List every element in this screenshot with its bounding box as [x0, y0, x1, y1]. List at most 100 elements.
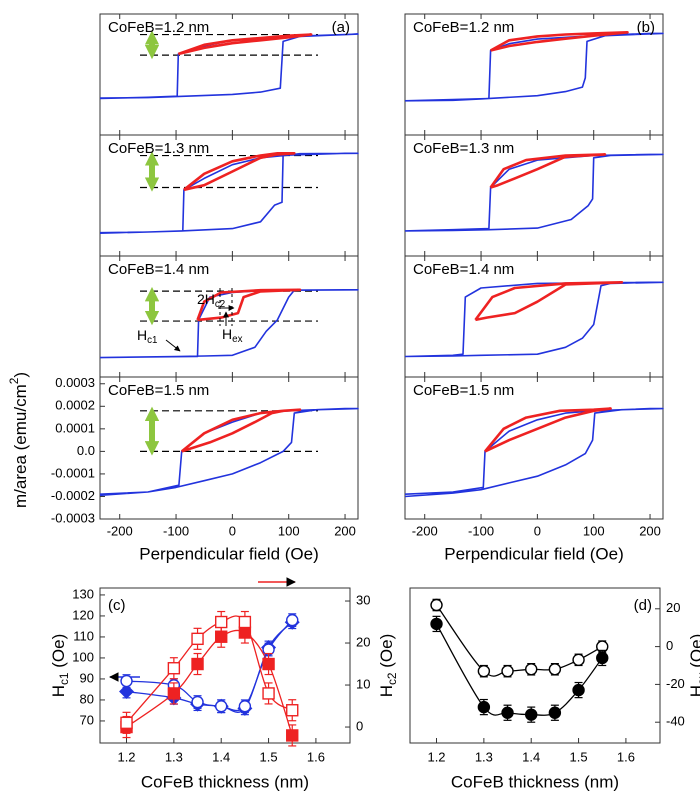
annotation-sub: c2 — [215, 299, 225, 310]
annotation-main: 2H — [197, 291, 215, 307]
marker — [572, 683, 585, 697]
x-axis-label: Perpendicular field (Oe) — [444, 544, 624, 563]
marker — [501, 664, 514, 678]
loop-line — [489, 30, 629, 52]
x-tick-label: 1.3 — [475, 749, 493, 764]
x-axis-label: Perpendicular field (Oe) — [139, 544, 319, 563]
x-tick-label: 1.5 — [570, 749, 588, 764]
panel-title: CoFeB=1.4 nm — [413, 261, 514, 278]
x-tick-label: 1.6 — [307, 749, 325, 764]
x-tick-label: -200 — [412, 523, 438, 538]
annotation: Hc1 — [137, 327, 157, 346]
marker — [215, 700, 228, 713]
loop-line — [474, 281, 624, 322]
panel-label: (c) — [108, 597, 126, 614]
y-tick-label: -0.0003 — [51, 510, 95, 525]
y-axis-label-rest: (Oe) — [49, 634, 68, 673]
y-axis-label-main: H — [49, 685, 68, 697]
y-tick-label: 80 — [80, 691, 94, 706]
y-axis-label-sup: 2 — [7, 377, 21, 384]
marker — [119, 684, 135, 700]
y-axis-label-sub: c1 — [57, 672, 71, 685]
y-tick-label: 0.0001 — [55, 420, 95, 435]
y-axis-label: Hc1 (Oe) — [49, 634, 71, 698]
loop-line — [404, 281, 664, 358]
marker — [477, 664, 491, 678]
y-tick-label: 0 — [356, 718, 363, 733]
annotation: 2Hc2 — [197, 291, 225, 310]
panel-label: (d) — [634, 597, 652, 614]
y-axis-label-sub: ex — [695, 672, 700, 685]
y-tick-label: 0.0 — [77, 443, 95, 458]
y-axis-label-rest: (Oe) — [687, 634, 700, 673]
y-tick-label: 0.0003 — [55, 375, 95, 390]
loop-line — [489, 153, 607, 189]
panel-label: (b) — [637, 19, 655, 36]
marker — [477, 700, 491, 714]
y-tick-label: 120 — [72, 607, 94, 622]
y-tick-label: -20 — [666, 676, 685, 691]
loop-line — [180, 408, 302, 453]
loop-line — [404, 153, 664, 232]
y-axis-label-rest: ) — [11, 372, 30, 378]
y-tick-label: -0.0002 — [51, 488, 95, 503]
marker — [525, 663, 538, 676]
panel-frame — [404, 376, 664, 520]
x-axis-label: CoFeB thickness (nm) — [451, 772, 619, 791]
marker — [572, 653, 585, 667]
x-tick-label: 1.2 — [117, 749, 135, 764]
y-axis-label: Hc2 (Oe) — [377, 634, 399, 698]
marker — [191, 695, 204, 709]
x-tick-label: 0 — [534, 523, 541, 538]
y-axis-label-sub: c2 — [385, 672, 399, 685]
x-tick-label: 0 — [229, 523, 236, 538]
marker — [262, 657, 275, 671]
x-tick-label: 100 — [583, 523, 605, 538]
marker — [286, 613, 299, 627]
y-axis-label-main: H — [687, 685, 700, 697]
loop-line — [99, 33, 359, 100]
marker — [596, 651, 609, 665]
panel-title: CoFeB=1.4 nm — [108, 261, 209, 278]
x-tick-label: 100 — [278, 523, 300, 538]
marker — [215, 615, 228, 629]
x-tick-label: -100 — [468, 523, 494, 538]
loop-line — [404, 407, 664, 498]
y-axis-label-main: m/area (emu/cm — [11, 384, 30, 508]
y-tick-label: 90 — [80, 670, 94, 685]
x-tick-label: 200 — [334, 523, 356, 538]
marker — [167, 662, 181, 675]
loop-line — [404, 32, 664, 102]
panel-title: CoFeB=1.5 nm — [413, 382, 514, 399]
marker — [548, 706, 562, 719]
fit-line — [435, 623, 603, 716]
x-tick-label: 1.5 — [260, 749, 278, 764]
loop-line — [177, 33, 313, 56]
x-tick-label: 1.3 — [165, 749, 183, 764]
panel-title: CoFeB=1.2 nm — [413, 19, 514, 36]
marker — [262, 687, 275, 700]
marker — [238, 615, 252, 629]
marker — [191, 657, 204, 671]
panel-title: CoFeB=1.3 nm — [413, 140, 514, 157]
panel-title: CoFeB=1.5 nm — [108, 382, 209, 399]
y-tick-label: -40 — [666, 714, 685, 729]
panel-title: CoFeB=1.3 nm — [108, 140, 209, 157]
y-tick-label: 100 — [72, 649, 94, 664]
annotation-arrow — [165, 339, 181, 352]
y-tick-label: 10 — [356, 676, 370, 691]
marker — [501, 706, 514, 719]
marker — [238, 700, 252, 713]
plot-frame — [99, 587, 351, 744]
marker — [430, 598, 443, 612]
panel-title: CoFeB=1.2 nm — [108, 19, 209, 36]
x-tick-label: 1.2 — [427, 749, 445, 764]
marker — [430, 617, 443, 631]
x-tick-label: 200 — [639, 523, 661, 538]
y-axis-label-main: H — [377, 685, 396, 697]
loop-line — [183, 152, 296, 192]
y-tick-label: 0 — [666, 638, 673, 653]
y-tick-label: 30 — [356, 592, 370, 607]
